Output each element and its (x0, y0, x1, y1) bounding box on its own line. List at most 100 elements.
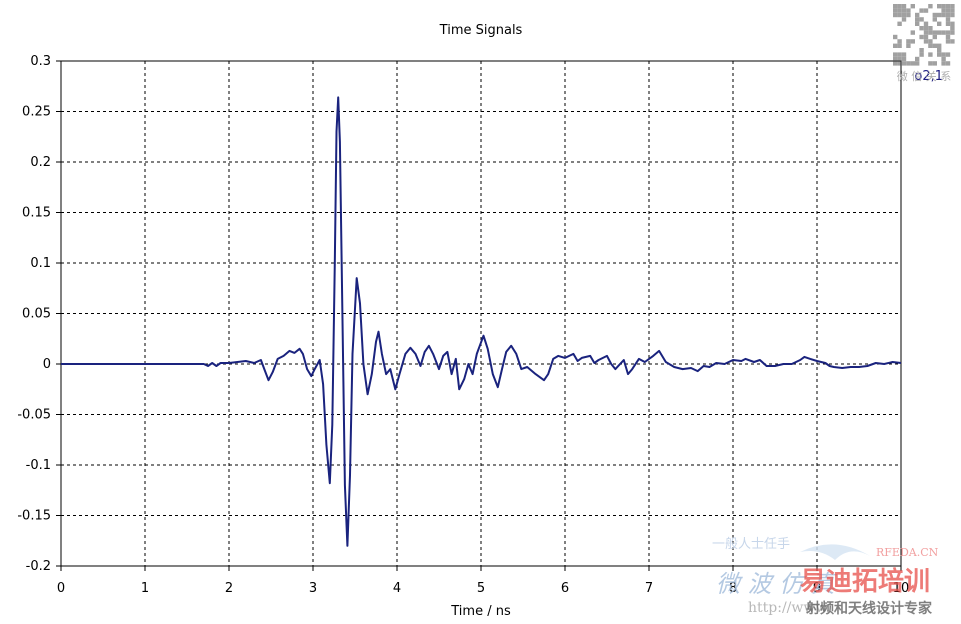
qr-cell (941, 61, 946, 66)
chart-title: Time Signals (439, 23, 523, 38)
qr-cell (915, 17, 920, 22)
qr-cell (901, 12, 907, 18)
y-tick-label: 0.1 (30, 256, 51, 271)
qr-cell (928, 52, 933, 57)
qr-cell (945, 61, 951, 66)
qr-cell (915, 56, 920, 62)
x-tick-label: 4 (393, 581, 401, 596)
qr-cell (945, 21, 951, 26)
qr-cell (945, 30, 951, 35)
qr-cell (893, 34, 898, 40)
qr-cell (915, 12, 920, 18)
qr-cell (945, 34, 951, 40)
qr-cell (950, 4, 955, 9)
qr-cell (941, 4, 946, 9)
qr-cell (893, 8, 898, 13)
qr-cell (928, 26, 933, 31)
x-tick-label: 3 (309, 581, 317, 596)
qr-cell (937, 52, 942, 57)
qr-cell (937, 21, 942, 26)
qr-cell (897, 61, 902, 66)
grid-lines (61, 61, 901, 566)
x-tick-labels: 0 1 2 3 4 5 6 7 8 9 10 (57, 581, 909, 596)
qr-cell (893, 4, 898, 9)
qr-cell (950, 39, 955, 44)
qr-cell (915, 21, 920, 26)
qr-cell (923, 26, 929, 31)
qr-cell (950, 12, 955, 18)
y-tick-labels: 0.3 0.25 0.2 0.15 0.1 0.05 0 -0.05 -0.1 -0.15 -0.2 (17, 54, 51, 574)
qr-cell (901, 56, 907, 62)
qr-cell (945, 52, 951, 57)
x-tick-label: 2 (225, 581, 233, 596)
y-tick-label: -0.2 (26, 559, 51, 574)
qr-cell (910, 30, 915, 35)
qr-cell (937, 43, 942, 48)
qr-cell (937, 12, 942, 18)
qr-caption: 微 信 关 系 (897, 69, 952, 83)
qr-cell (945, 4, 951, 9)
qr-cell (915, 61, 920, 66)
qr-cell (928, 39, 933, 44)
qr-cell (932, 12, 937, 18)
qr-cell (897, 8, 902, 13)
qr-cell (923, 30, 929, 35)
qr-cell (919, 48, 924, 53)
y-tick-label: -0.1 (26, 458, 51, 473)
y-tick-label: -0.05 (17, 408, 51, 423)
qr-cell (937, 48, 942, 53)
qr-cell (910, 61, 915, 66)
qr-cell (919, 17, 924, 22)
qr-cell (945, 17, 951, 22)
watermark-slogan: 射频和天线设计专家 (805, 600, 933, 617)
qr-cell (906, 43, 911, 48)
qr-cell (906, 61, 911, 66)
qr-cell (901, 4, 907, 9)
x-tick-label: 10 (893, 581, 910, 596)
qr-cell (950, 21, 955, 26)
qr-cell (901, 61, 907, 66)
x-tick-label: 9 (813, 581, 821, 596)
qr-cell (950, 30, 955, 35)
qr-cell (897, 4, 902, 9)
qr-cell (901, 17, 907, 22)
y-tick-label: -0.15 (17, 509, 51, 524)
y-tick-label: 0.3 (30, 54, 51, 69)
qr-cell (919, 52, 924, 57)
x-tick-label: 7 (645, 581, 653, 596)
x-tick-label: 0 (57, 581, 65, 596)
qr-cell (893, 43, 898, 48)
qr-cell (910, 39, 915, 44)
qr-cell (928, 61, 933, 66)
qr-cell (897, 12, 902, 18)
qr-cell (901, 52, 907, 57)
y-tick-label: 0.25 (22, 105, 51, 120)
watermark-logo: 一般人士任手 RFEDA.CN 微 波 仿 真 易迪拓培训 http://www… (712, 536, 939, 617)
qr-cell (897, 43, 902, 48)
qr-cell (897, 52, 902, 57)
qr-cell (945, 39, 951, 44)
watermark-faint-text: 一般人士任手 (712, 536, 790, 552)
qr-cell (941, 12, 946, 18)
qr-cell (910, 4, 915, 9)
qr-cell (941, 56, 946, 62)
axis-ticks (56, 60, 902, 571)
y-tick-label: 0.2 (30, 155, 51, 170)
watermark-site-small: RFEDA.CN (876, 546, 939, 559)
qr-cell (941, 30, 946, 35)
qr-cell (923, 8, 929, 13)
qr-cell (923, 21, 929, 26)
qr-cell (919, 8, 924, 13)
qr-cell (893, 12, 898, 18)
series-line-o2-1 (61, 96, 902, 547)
qr-cell (897, 39, 902, 44)
qr-cell (941, 52, 946, 57)
x-tick-label: 1 (141, 581, 149, 596)
qr-cell (950, 26, 955, 31)
qr-cell (923, 39, 929, 44)
qr-cell (893, 56, 898, 62)
qr-cell (893, 61, 898, 66)
watermark-logo-b: 易迪拓培训 (800, 567, 930, 597)
qr-cell (906, 39, 911, 44)
qr-cell (937, 4, 942, 9)
